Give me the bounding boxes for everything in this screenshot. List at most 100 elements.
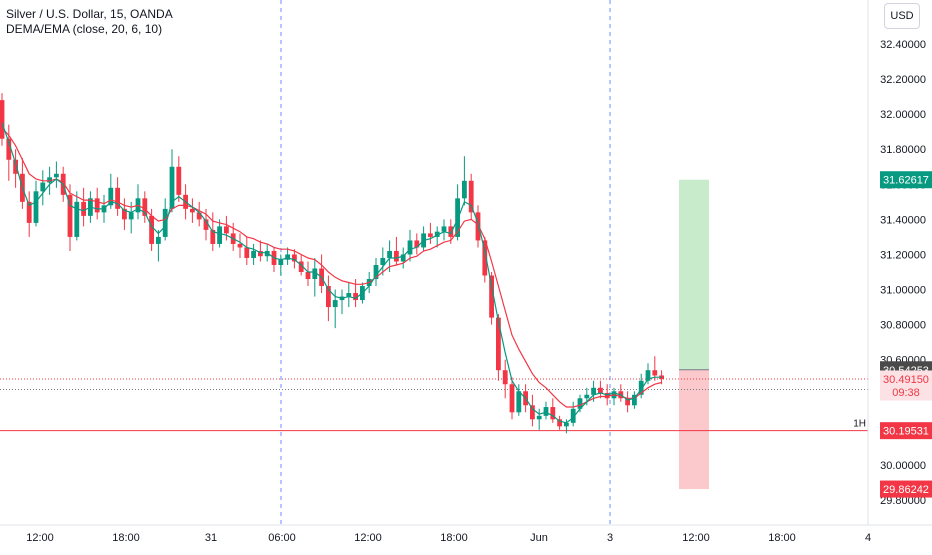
time-tick-label: 31 [205,532,217,544]
candle [224,215,229,241]
candle-body [346,293,352,297]
candle-body [115,187,120,209]
candle-body [128,212,134,220]
candle-body [536,415,542,420]
take-profit-zone[interactable] [679,179,709,370]
candle [237,233,243,258]
candle [122,198,127,230]
candle [468,173,474,220]
time-axis[interactable]: 12:00 18:00 31 06:00 12:00 18:00 Jun 3 12:00 18:0… [0,524,932,544]
candle [40,170,46,206]
candle-body [482,240,488,276]
candle [428,222,433,244]
candle-body [564,422,569,427]
candle-body [441,226,447,232]
candle [74,191,80,241]
candle [353,279,358,308]
candle [462,156,467,206]
stop-loss-price-label-text: 29.86242 [883,484,929,496]
candle [0,93,5,146]
stop-loss-zone[interactable] [679,369,709,490]
price-axis[interactable]: 32.4000032.2000032.0000031.8000031.60000… [867,0,926,525]
indicator-title[interactable]: DEMA/EMA (close, 20, 6, 10) [6,22,163,36]
candle-body [387,250,392,258]
candle [564,419,569,434]
candle-body [645,370,651,381]
candle [400,247,406,269]
candle [421,226,426,251]
candle-body [217,226,222,244]
candle [407,229,413,262]
candle [373,257,379,287]
candle-body [176,166,182,195]
candle-body [122,208,127,220]
candle-body [332,300,338,308]
stop-loss-price-label-bg [880,480,932,498]
candle-body [475,212,481,241]
time-tick-label: 12:00 [682,532,710,544]
price-tick-label: 31.00000 [880,285,926,297]
candle-body [584,394,590,399]
candle [530,394,535,427]
candle-body [543,407,549,416]
candle [645,363,651,385]
price-tick-label: 32.20000 [880,74,926,86]
candle-body [13,159,18,174]
candle-body [81,201,86,216]
candle-body [530,405,535,420]
time-tick-label: 18:00 [440,532,468,544]
candle [326,275,331,322]
candle-body [373,264,379,280]
last-price-label-countdown: 09:38 [892,387,920,399]
time-tick-label: Jun [530,532,548,544]
position-tool[interactable] [679,179,709,490]
candle [394,236,399,265]
candle-body [312,268,318,280]
candle-body [652,370,658,376]
candle-body [142,198,148,216]
candle [251,243,256,265]
candle [108,173,114,209]
candle [196,201,202,227]
candle-body [462,180,467,199]
candle-body [502,370,508,385]
time-tick-label: 18:00 [768,532,796,544]
price-tick-label: 31.40000 [880,214,926,226]
candle [54,161,59,188]
candle-body [509,384,515,413]
candle-body [210,229,216,244]
candle-body [149,215,154,244]
symbol-title[interactable]: Silver / U.S. Dollar, 15, OANDA [6,7,173,21]
price-tick-label: 31.80000 [880,144,926,156]
candle [632,391,637,409]
indicator-lines [1,122,662,424]
candle [543,401,549,420]
candle-body [203,219,209,230]
stop-loss-price-label: 29.86242 [880,480,932,498]
candle [434,226,440,248]
candle [135,184,141,220]
candle [190,198,195,223]
candle [482,236,488,283]
candle [6,124,12,181]
candle-body [47,177,52,183]
candle-body [94,198,100,213]
candle-body [156,236,161,244]
candle [81,187,86,227]
candle-body [326,286,331,308]
candle-body [434,231,440,237]
price-tick-label: 30.80000 [880,320,926,332]
candle [414,233,420,255]
candle-body [33,191,39,223]
currency-button[interactable]: USD [884,3,920,29]
dema-line [1,122,662,424]
candle [312,257,318,297]
candle [557,415,562,430]
candle-body [6,138,12,160]
candle-body [394,250,399,262]
candle-body [570,408,576,423]
candle-body [74,201,80,237]
candle-body [353,293,358,301]
